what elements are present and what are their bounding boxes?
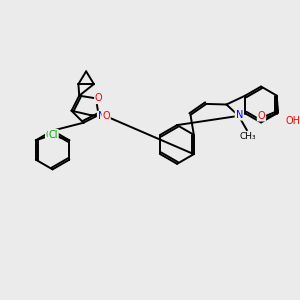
Text: Cl: Cl <box>49 130 58 140</box>
Text: O: O <box>95 93 103 103</box>
Text: O: O <box>102 111 110 121</box>
Text: N: N <box>98 111 105 122</box>
Text: N: N <box>236 110 243 120</box>
Text: Cl: Cl <box>46 130 55 140</box>
Text: OH: OH <box>285 116 300 126</box>
Text: O: O <box>258 111 265 121</box>
Text: CH₃: CH₃ <box>240 132 256 141</box>
